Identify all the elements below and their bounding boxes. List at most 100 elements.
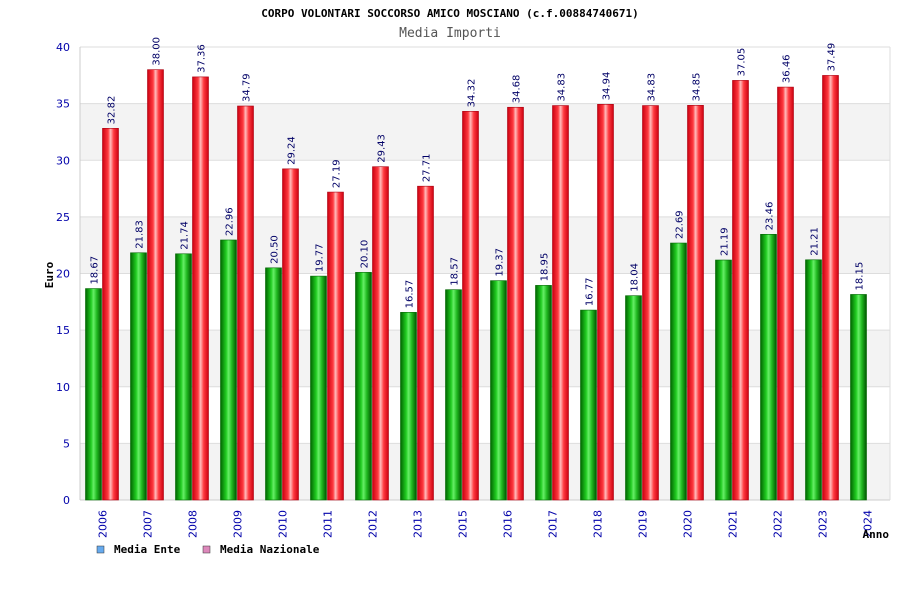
value-label: 34.83 — [647, 73, 658, 102]
value-label: 22.69 — [675, 210, 686, 239]
value-label: 37.36 — [197, 44, 208, 73]
value-label: 19.77 — [315, 243, 326, 272]
value-label: 34.94 — [602, 72, 613, 101]
value-label: 19.37 — [495, 248, 506, 277]
y-tick-label: 40 — [56, 41, 70, 54]
x-tick-label: 2017 — [547, 510, 560, 538]
y-tick-label: 0 — [63, 494, 70, 507]
chart-title: CORPO VOLONTARI SOCCORSO AMICO MOSCIANO … — [261, 7, 639, 20]
bar-media-ente-2021 — [715, 259, 732, 501]
bar-media-nazionale-2023 — [822, 75, 839, 501]
grid-band — [80, 160, 890, 217]
value-label: 20.50 — [270, 235, 281, 264]
y-tick-label: 20 — [56, 268, 70, 281]
value-label: 37.49 — [827, 43, 838, 72]
x-tick-label: 2006 — [97, 510, 110, 538]
bar-media-nazionale-2008 — [192, 76, 209, 501]
legend-swatch-media-nazionale — [202, 545, 211, 554]
grid-band — [80, 216, 890, 274]
y-tick-label: 5 — [63, 437, 70, 450]
bar-media-nazionale-2006 — [102, 128, 119, 501]
bar-media-ente-2019 — [625, 295, 642, 501]
value-label: 21.19 — [720, 227, 731, 256]
grid-band — [80, 47, 890, 104]
x-tick-label: 2010 — [277, 510, 290, 538]
value-label: 34.79 — [242, 73, 253, 102]
bar-media-nazionale-2016 — [507, 106, 524, 501]
value-label: 34.68 — [512, 75, 523, 104]
grid-band — [80, 273, 890, 331]
value-label: 21.74 — [180, 221, 191, 250]
value-label: 18.15 — [855, 262, 866, 291]
bar-media-ente-2022 — [760, 234, 777, 501]
bar-media-nazionale-2017 — [552, 105, 569, 501]
bar-media-ente-2012 — [355, 272, 372, 501]
y-axis-ticks: 0 5 10 15 20 25 30 35 40 — [56, 41, 70, 507]
bar-media-ente-2018 — [580, 309, 597, 501]
bar-media-nazionale-2013 — [417, 185, 434, 501]
bar-media-nazionale-2007 — [147, 69, 164, 501]
x-tick-label: 2011 — [322, 510, 335, 538]
x-tick-label: 2015 — [457, 510, 470, 538]
value-label: 16.57 — [405, 280, 416, 309]
legend-label-media-ente: Media Ente — [114, 543, 181, 556]
legend-label-media-nazionale: Media Nazionale — [220, 543, 320, 556]
grid-band — [80, 386, 890, 444]
bars — [85, 69, 867, 501]
value-label: 16.77 — [585, 277, 596, 306]
y-tick-label: 15 — [56, 324, 70, 337]
value-label: 34.83 — [557, 73, 568, 102]
value-label: 22.96 — [225, 207, 236, 236]
bar-media-ente-2008 — [175, 253, 192, 501]
x-tick-label: 2024 — [862, 510, 875, 538]
bar-media-nazionale-2012 — [372, 166, 389, 501]
grid-band — [80, 103, 890, 161]
value-label: 23.46 — [765, 202, 776, 231]
bar-media-ente-2009 — [220, 239, 237, 501]
value-label: 20.10 — [360, 240, 371, 269]
value-label: 29.24 — [287, 136, 298, 165]
x-tick-label: 2016 — [502, 510, 515, 538]
x-tick-label: 2009 — [232, 510, 245, 538]
bar-media-nazionale-2018 — [597, 104, 614, 501]
bar-media-nazionale-2019 — [642, 105, 659, 501]
y-axis-label: Euro — [43, 261, 56, 288]
value-label: 29.43 — [377, 134, 388, 163]
bar-media-ente-2011 — [310, 275, 327, 501]
bar-media-ente-2013 — [400, 312, 417, 501]
y-tick-label: 25 — [56, 211, 70, 224]
x-tick-label: 2013 — [412, 510, 425, 538]
x-tick-label: 2021 — [727, 510, 740, 538]
value-label: 18.57 — [450, 257, 461, 286]
legend: Media Ente Media Nazionale — [96, 543, 320, 556]
value-label: 37.05 — [737, 48, 748, 77]
grid-band — [80, 443, 890, 500]
x-tick-label: 2012 — [367, 510, 380, 538]
x-tick-label: 2018 — [592, 510, 605, 538]
chart-subtitle: Media Importi — [399, 26, 501, 41]
x-tick-label: 2022 — [772, 510, 785, 538]
x-axis-ticks: 2006 2007 2008 2009 2010 2011 2012 2013 2015 2016… — [97, 510, 875, 538]
bar-media-nazionale-2011 — [327, 191, 344, 501]
value-labels: 18.67 32.82 21.83 38.00 21.74 37.36 22.96 34.79… — [90, 37, 866, 308]
bar-media-nazionale-2010 — [282, 168, 299, 501]
bar-media-ente-2024 — [850, 294, 867, 501]
bar-media-ente-2016 — [490, 280, 507, 501]
bar-media-nazionale-2021 — [732, 80, 749, 501]
x-tick-label: 2020 — [682, 510, 695, 538]
bar-media-nazionale-2015 — [462, 111, 479, 501]
value-label: 21.83 — [135, 220, 146, 249]
legend-swatch-media-ente — [96, 545, 105, 554]
value-label: 34.85 — [692, 73, 703, 102]
value-label: 36.46 — [782, 54, 793, 83]
x-tick-label: 2023 — [817, 510, 830, 538]
y-tick-label: 10 — [56, 381, 70, 394]
x-tick-label: 2019 — [637, 510, 650, 538]
value-label: 21.21 — [810, 227, 821, 256]
bar-media-ente-2006 — [85, 288, 102, 501]
bar-media-nazionale-2020 — [687, 105, 704, 501]
value-label: 27.71 — [422, 154, 433, 183]
bar-media-ente-2010 — [265, 267, 282, 501]
x-tick-label: 2008 — [187, 510, 200, 538]
